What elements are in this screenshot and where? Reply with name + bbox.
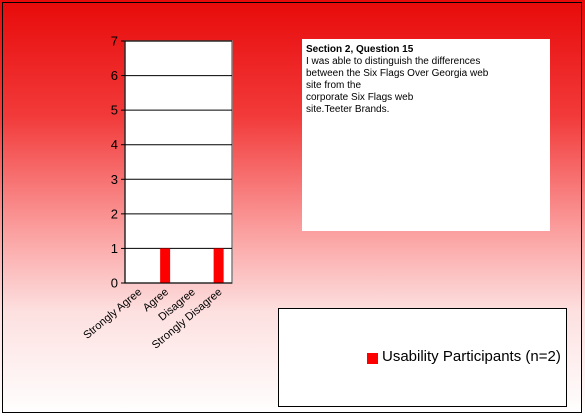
bar — [160, 248, 171, 283]
bar — [213, 248, 224, 283]
legend-label: Usability Participants (n=2) — [382, 348, 561, 365]
y-tick-label: 6 — [111, 68, 118, 83]
y-tick-label: 2 — [111, 206, 118, 221]
y-tick-label: 5 — [111, 103, 118, 118]
legend: Usability Participants (n=2) — [278, 308, 567, 407]
y-tick-label: 0 — [111, 276, 118, 291]
y-tick-label: 7 — [111, 34, 118, 49]
question-title: Section 2, Question 15 — [306, 44, 414, 55]
y-tick-label: 1 — [111, 241, 118, 256]
question-text: I was able to distinguish the difference… — [306, 56, 489, 115]
y-tick-label: 3 — [111, 172, 118, 187]
legend-swatch — [367, 353, 378, 364]
question-box: Section 2, Question 15 I was able to dis… — [302, 39, 550, 231]
plot-area — [124, 40, 233, 284]
y-tick-label: 4 — [111, 137, 118, 152]
slide-frame — [2, 2, 582, 413]
x-tick-label: Strongly Agree — [81, 286, 144, 342]
